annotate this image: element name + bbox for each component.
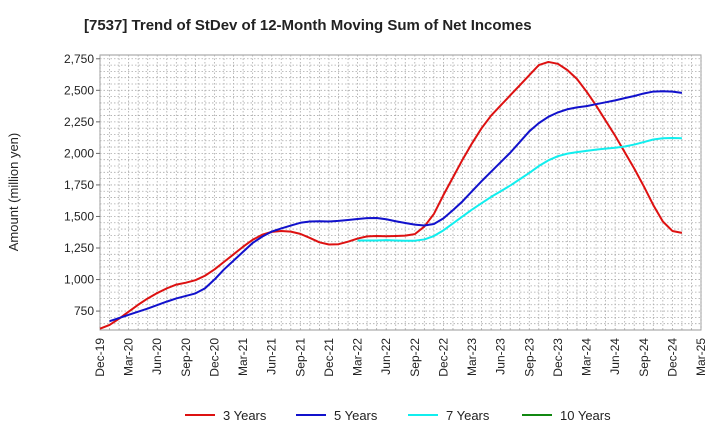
series-lines (99, 60, 683, 330)
legend-label: 3 Years (223, 408, 267, 423)
y-tick-label: 1,750 (64, 178, 94, 192)
x-axis-ticks: Dec-19 Mar-20 Jun-20 Sep-20 Dec-20 Mar-21 Jun-… (93, 338, 708, 377)
plot-area (99, 54, 702, 331)
x-tick-label: Dec-21 (322, 338, 336, 377)
x-tick-label: Dec-20 (207, 338, 221, 377)
legend-label: 5 Years (334, 408, 378, 423)
series-line-5-years (109, 90, 683, 323)
gridlines (99, 55, 702, 330)
y-tick-label: 1,250 (64, 241, 94, 255)
series-line-7-years (357, 137, 682, 242)
x-tick-label: Dec-23 (551, 338, 565, 377)
y-tick-label: 2,250 (64, 115, 94, 129)
y-tick-label: 2,750 (64, 52, 94, 66)
x-tick-label: Jun-21 (265, 338, 279, 375)
x-tick-label: Jun-23 (494, 338, 508, 375)
y-tick-label: 1,000 (64, 273, 94, 287)
x-tick-label: Dec-24 (665, 338, 679, 377)
y-tick-label: 2,000 (64, 146, 94, 160)
x-tick-label: Mar-21 (236, 338, 250, 376)
y-tick-label: 2,500 (64, 83, 94, 97)
x-tick-label: Mar-23 (465, 338, 479, 376)
legend: 3 Years 5 Years 7 Years 10 Years (185, 408, 611, 423)
x-tick-label: Jun-24 (608, 338, 622, 375)
y-axis-ticks: 750 1,000 1,250 1,500 1,750 2,000 2,250 2,500 2,… (64, 52, 100, 318)
x-tick-label: Dec-19 (93, 338, 107, 377)
y-axis-label: Amount (million yen) (6, 133, 21, 252)
x-tick-label: Dec-22 (436, 338, 450, 377)
x-tick-label: Jun-22 (379, 338, 393, 375)
x-tick-label: Sep-21 (293, 338, 307, 377)
legend-label: 7 Years (446, 408, 490, 423)
x-tick-label: Sep-23 (522, 338, 536, 377)
x-tick-label: Sep-22 (408, 338, 422, 377)
x-tick-label: Mar-22 (351, 338, 365, 376)
x-tick-label: Mar-20 (122, 338, 136, 376)
x-tick-label: Jun-20 (150, 338, 164, 375)
x-tick-label: Sep-24 (637, 338, 651, 377)
legend-label: 10 Years (560, 408, 611, 423)
x-tick-label: Mar-25 (694, 338, 708, 376)
x-tick-label: Sep-20 (179, 338, 193, 377)
series-line-3-years (99, 60, 683, 330)
x-tick-label: Mar-24 (580, 338, 594, 376)
chart-title: [7537] Trend of StDev of 12-Month Moving… (84, 17, 532, 34)
y-tick-label: 1,500 (64, 209, 94, 223)
y-tick-label: 750 (74, 304, 94, 318)
